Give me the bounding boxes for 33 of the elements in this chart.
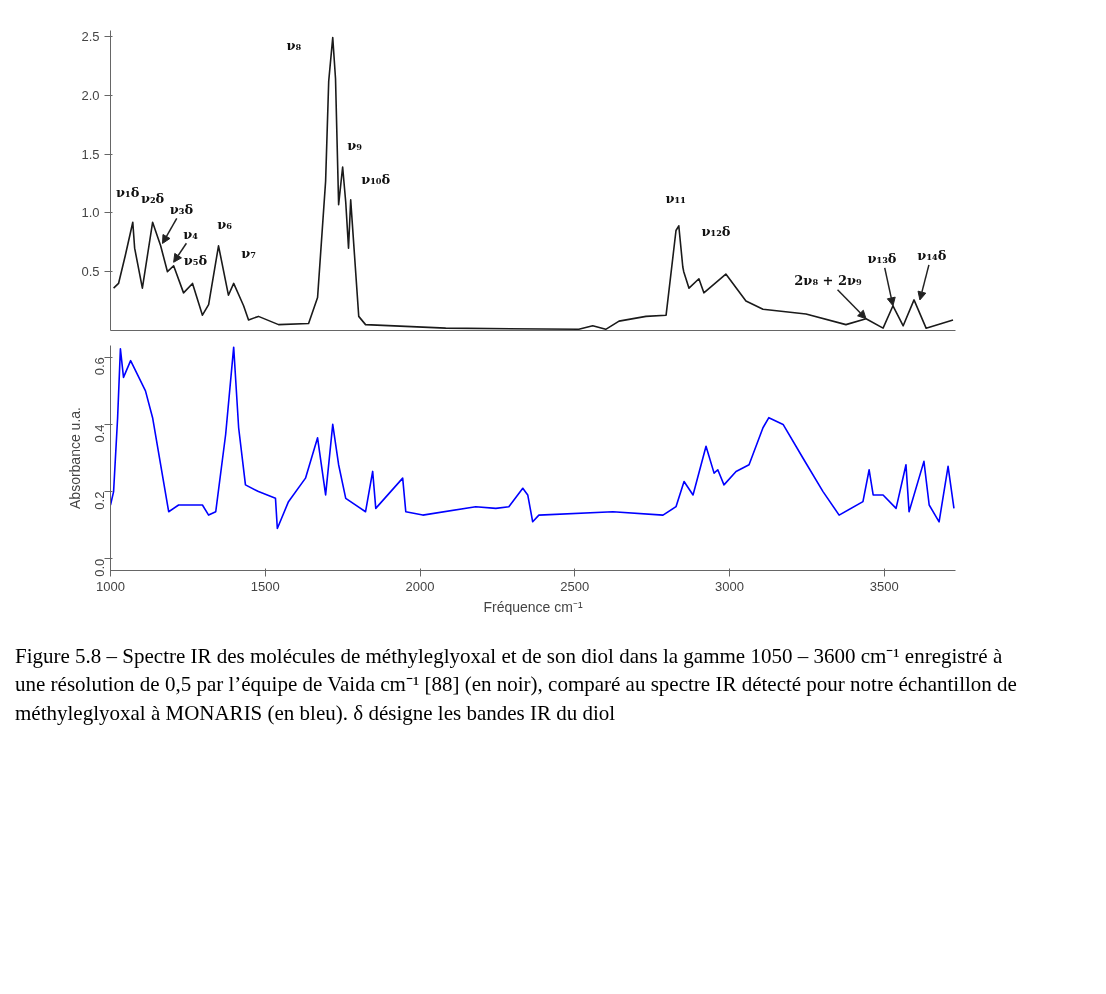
annotation: ν₁₃δ xyxy=(867,251,897,267)
caption: Figure 5.8 – Spectre IR des molécules de méthyleglyoxal et de son diol dans la gamme 1050 – 3600 cm⁻¹ enregistré à une résolution de 0,5 par l’équipe de Vaida cm⁻¹ [88] (en noir), comparé au spectre IR détecté pour notre échantillon de méthyleglyoxal à MONARIS (en bleu). δ désigne les bandes IR du diol xyxy=(14,643,1018,727)
annotation: ν₃δ xyxy=(169,201,194,217)
y-axis-title: Absorbance u.a. xyxy=(66,407,83,509)
annotation: ν₄ xyxy=(183,226,199,242)
y-tick-label: 0.5 xyxy=(81,264,100,280)
annotation: ν₁₄δ xyxy=(917,248,947,264)
annotation: 2ν₈ + 2ν₉ xyxy=(794,273,863,289)
annotation: ν₁₁ xyxy=(665,190,686,206)
y-tick-label: 2.0 xyxy=(81,87,100,103)
y-tick-label: 0.2 xyxy=(92,491,107,510)
annotation: ν₅δ xyxy=(183,253,208,269)
annotation: ν₁δ xyxy=(116,185,140,201)
y-tick-label: 1.0 xyxy=(81,205,100,221)
x-tick-label: 3500 xyxy=(869,578,899,594)
annotation: ν₇ xyxy=(241,246,257,262)
annotation: ν₈ xyxy=(286,37,302,53)
x-tick-label: 1500 xyxy=(250,578,280,594)
annotation: ν₉ xyxy=(347,137,363,153)
x-tick-label: 2000 xyxy=(405,578,435,594)
annotation: ν₆ xyxy=(217,216,233,232)
x-tick-label: 3000 xyxy=(715,578,745,594)
y-tick-label: 0.0 xyxy=(92,558,107,577)
annotation: ν₁₂δ xyxy=(701,223,731,239)
y-tick-label: 2.5 xyxy=(81,28,100,44)
x-tick-label: 1000 xyxy=(96,578,125,594)
x-axis-title: Fréquence cm⁻¹ xyxy=(483,598,583,615)
annotation: ν₂δ xyxy=(140,191,165,207)
y-tick-label: 0.4 xyxy=(92,424,107,443)
x-tick-label: 2500 xyxy=(560,578,590,594)
y-tick-label: 0.6 xyxy=(92,357,107,376)
annotation: ν₁₀δ xyxy=(361,171,391,187)
y-tick-label: 1.5 xyxy=(81,146,100,162)
